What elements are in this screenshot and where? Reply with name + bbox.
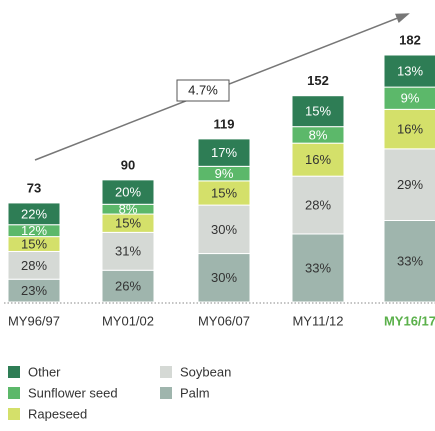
x-tick-label: MY01/02 [102,313,154,328]
segment-label: 15% [211,185,237,200]
total-label: 182 [399,32,421,47]
total-label: 119 [214,116,235,131]
legend-swatch [160,366,172,378]
bar-segment [291,175,345,235]
segment-label: 9% [215,166,234,181]
legend-label: Rapeseed [28,406,87,421]
segment-label: 28% [21,258,47,273]
bar-segment [7,202,61,226]
segment-label: 12% [21,223,47,238]
total-label: 152 [307,73,329,88]
segment-label: 30% [211,222,237,237]
segment-label: 29% [397,177,423,192]
segment-label: 8% [309,127,328,142]
segment-label: 15% [305,104,331,119]
bar-segment [383,54,435,88]
x-tick-label: MY96/97 [8,313,60,328]
segment-label: 13% [397,63,423,78]
total-label: 73 [27,180,41,195]
legend-swatch [8,408,20,420]
x-tick-label: MY16/17 [384,313,435,328]
total-label: 90 [121,157,135,172]
bar-segment [291,233,345,303]
segment-label: 17% [211,145,237,160]
bar-segment [197,204,251,255]
segment-label: 30% [211,270,237,285]
bar-segment [7,250,61,280]
segment-label: 20% [115,185,141,200]
segment-label: 9% [401,91,420,106]
segment-label: 16% [397,122,423,137]
bar-segment [101,231,155,271]
segment-label: 23% [21,283,47,298]
legend-label: Sunflower seed [28,385,118,400]
segment-label: 8% [119,202,138,217]
legend-swatch [8,387,20,399]
bar-segment [383,219,435,303]
segment-label: 33% [305,260,331,275]
bar-segment [197,253,251,303]
bar-segment [197,138,251,167]
x-tick-label: MY06/07 [198,313,250,328]
bar-segment [197,180,251,206]
segment-label: 33% [397,254,423,269]
bar-segment [291,95,345,128]
legend-swatch [160,387,172,399]
bar-segment [101,179,155,205]
legend-label: Other [28,364,61,379]
bar-segment [383,148,435,221]
segment-label: 31% [115,244,141,259]
legend-label: Palm [180,385,210,400]
annotation-box [176,79,230,102]
segment-label: 16% [305,152,331,167]
segment-label: 15% [21,236,47,251]
segment-label: 22% [21,206,47,221]
legend-swatch [8,366,20,378]
segment-label: 15% [115,216,141,231]
segment-label: 28% [305,197,331,212]
legend-label: Soybean [180,364,231,379]
segment-label: 26% [115,279,141,294]
x-tick-label: MY11/12 [292,313,343,328]
annotation: 4.7% [188,82,218,97]
